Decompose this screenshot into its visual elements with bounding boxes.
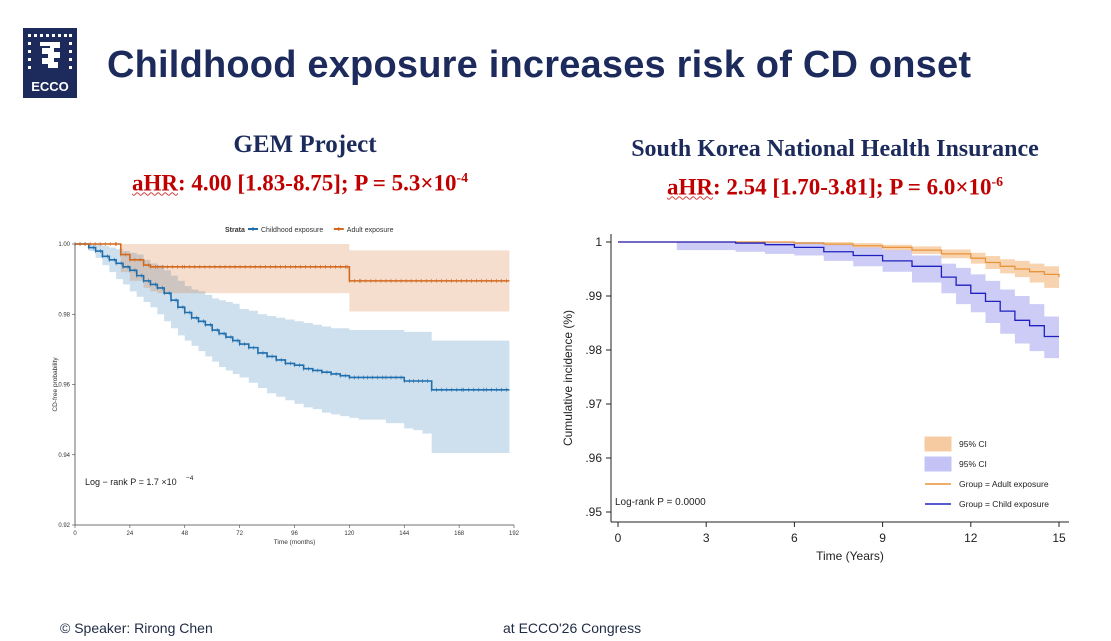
legend-label-3: Group = Child exposure xyxy=(959,499,1049,509)
legend-label-2: Group = Adult exposure xyxy=(959,479,1049,489)
x-tick-label: 120 xyxy=(344,531,355,537)
y-tick-label: 0.92 xyxy=(58,523,70,529)
x-axis-label: Time (months) xyxy=(274,539,316,546)
y-axis-label: Cumulative incidence (%) xyxy=(561,310,575,446)
x-tick-label: 3 xyxy=(703,531,710,545)
x-tick-label: 144 xyxy=(399,531,410,537)
ci-band-0 xyxy=(75,244,510,453)
y-tick-label: 0.98 xyxy=(58,312,70,318)
x-tick-label: 15 xyxy=(1052,531,1066,545)
gem-km-chart: Strata Childhood exposure Adult exposure 0.… xyxy=(52,227,520,546)
ecco-logo-icon: ECCO xyxy=(23,28,77,98)
x-tick-label: 96 xyxy=(291,531,298,537)
left-stat-main: : 4.00 [1.83-8.75]; P = 5.3×10 xyxy=(177,170,457,196)
left-stat-exponent: -4 xyxy=(456,170,469,185)
legend-label-0: Childhood exposure xyxy=(261,227,323,234)
right-stat-main: : 2.54 [1.70-3.81]; P = 6.0×10 xyxy=(712,174,992,200)
right-panel-heading: South Korea National Health Insurance xyxy=(631,136,1039,162)
ci-band-1 xyxy=(618,242,1059,359)
x-tick-label: 9 xyxy=(879,531,886,545)
legend-label-1: 95% CI xyxy=(959,459,987,469)
ci-band-1 xyxy=(75,244,510,312)
right-panel-stats: aHR: 2.54 [1.70-3.81]; P = 6.0×10-6 xyxy=(585,174,1085,201)
ci-band-0 xyxy=(618,242,1059,294)
y-tick-label: .96 xyxy=(585,451,602,465)
y-tick-label: 0.96 xyxy=(58,383,70,389)
legend: 95% CI 95% CI Group = Adult exposure Group … xyxy=(924,436,1049,509)
footer-congress: at ECCO'26 Congress xyxy=(503,620,642,636)
y-tick-label: 1 xyxy=(595,235,602,249)
right-stat-prefix: aHR xyxy=(666,174,713,200)
y-tick-label: .98 xyxy=(585,343,602,357)
censor-marks-1 xyxy=(74,242,507,283)
y-tick-label: 0.94 xyxy=(58,453,70,459)
legend-title: Strata xyxy=(225,227,245,234)
logrank-annotation: Log-rank P = 0.0000 xyxy=(615,497,706,508)
x-tick-label: 192 xyxy=(509,531,520,537)
left-stat-prefix: aHR xyxy=(131,170,178,196)
x-tick-label: 168 xyxy=(454,531,465,537)
x-axis-label: Time (Years) xyxy=(816,549,884,563)
left-panel-heading: GEM Project xyxy=(233,131,377,158)
korea-incidence-chart: .95 .96 .97 .98 .99 1 0 3 6 9 12 15 Time (Years) Cumu… xyxy=(561,234,1069,563)
logo-text: ECCO xyxy=(31,79,69,94)
legend-label-1: Adult exposure xyxy=(347,227,394,234)
y-tick-label: 1.00 xyxy=(58,242,70,248)
y-axis-label: CD-free probability xyxy=(52,357,59,412)
series-line-1 xyxy=(618,241,1059,338)
left-panel-stats: aHR: 4.00 [1.83-8.75]; P = 5.3×10-4 xyxy=(60,170,540,197)
x-tick-label: 72 xyxy=(236,531,243,537)
page-title: Childhood exposure increases risk of CD … xyxy=(107,44,972,86)
y-tick-label: .95 xyxy=(585,505,602,519)
x-tick-label: 12 xyxy=(964,531,978,545)
legend: Strata Childhood exposure Adult exposure xyxy=(225,227,394,234)
y-tick-label: .97 xyxy=(585,397,602,411)
logrank-annotation: Log − rank P = 1.7 ×10 xyxy=(85,477,177,487)
x-tick-label: 24 xyxy=(127,531,134,537)
logrank-exponent: −4 xyxy=(186,475,194,482)
footer-speaker: © Speaker: Rirong Chen xyxy=(60,620,213,636)
x-tick-label: 48 xyxy=(181,531,188,537)
legend-swatch-1 xyxy=(924,456,952,472)
legend-label-0: 95% CI xyxy=(959,439,987,449)
legend-swatch-0 xyxy=(924,436,952,452)
x-tick-label: 0 xyxy=(73,531,77,537)
right-stat-exponent: -6 xyxy=(991,174,1004,189)
series-line-0 xyxy=(618,241,1060,278)
x-tick-label: 6 xyxy=(791,531,798,545)
x-tick-label: 0 xyxy=(615,531,622,545)
y-tick-label: .99 xyxy=(585,289,602,303)
